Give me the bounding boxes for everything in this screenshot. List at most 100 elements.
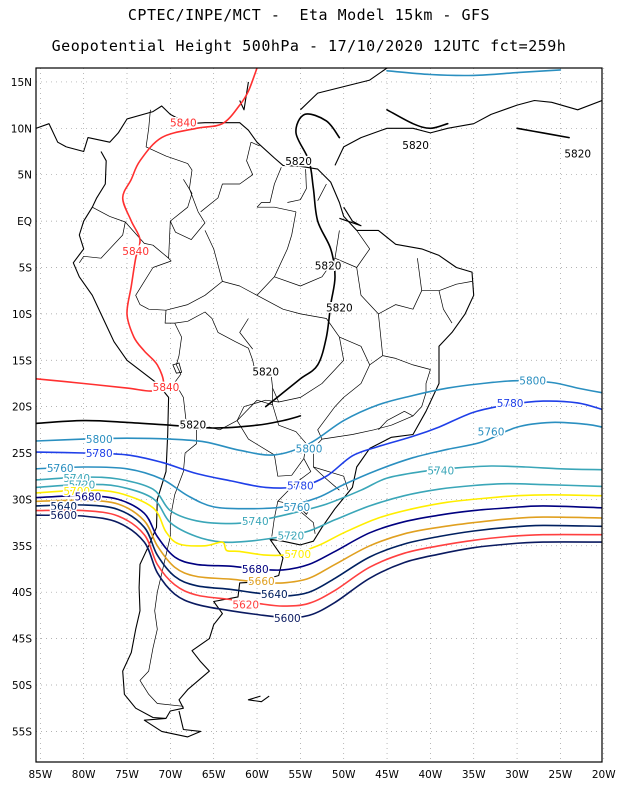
title-line-2: Geopotential Height 500hPa - 17/10/2020 …	[51, 37, 567, 55]
plot-frame	[35, 67, 603, 763]
contour-5680	[36, 494, 602, 571]
grid-lines	[36, 68, 605, 762]
coastline	[66, 105, 475, 719]
lon-tick-label: 30W	[505, 769, 529, 781]
contour-layer	[36, 68, 602, 619]
lat-tick-label: 10N	[11, 123, 32, 135]
contour-label: 5820	[564, 148, 591, 160]
contour-5640	[36, 504, 602, 597]
lat-tick-label: 15N	[11, 77, 32, 89]
political-border	[382, 355, 431, 370]
contour-5600	[36, 514, 602, 619]
contour-label: 5760	[284, 502, 311, 514]
political-border	[250, 141, 260, 147]
coastline	[36, 123, 67, 148]
geography-layer	[36, 68, 602, 738]
contour-label: 5760	[478, 427, 505, 439]
political-border	[391, 392, 427, 426]
contour-5660	[36, 499, 602, 584]
lon-tick-label: 80W	[72, 769, 96, 781]
lat-tick-label: 40S	[12, 587, 32, 599]
contour-5720	[36, 482, 602, 544]
lat-tick-label: 10S	[12, 309, 32, 321]
contour-5800	[386, 69, 562, 77]
contour-label: 5600	[274, 613, 301, 625]
political-border	[204, 230, 223, 282]
political-border	[425, 369, 431, 393]
political-border	[125, 221, 169, 259]
political-border	[271, 458, 312, 537]
lon-tick-label: 25W	[549, 769, 573, 781]
contour-label: 5800	[296, 443, 323, 455]
title-line-1: CPTEC/INPE/MCT - Eta Model 15km - GFS	[127, 6, 491, 24]
coastline	[143, 710, 202, 738]
lat-tick-label: 25S	[12, 448, 32, 460]
contour-5820	[516, 127, 570, 139]
contour-label: 5820	[285, 156, 312, 168]
lon-tick-label: 45W	[375, 769, 399, 781]
contour-5760	[36, 421, 602, 510]
contour-label: 5740	[242, 516, 269, 528]
political-border	[170, 179, 193, 222]
contour-label: 5820	[252, 366, 279, 378]
contour-5700	[36, 489, 602, 557]
contour-label: 5780	[86, 448, 113, 460]
political-border	[313, 466, 340, 491]
lat-tick-label: 15S	[12, 355, 32, 367]
contour-label: 5780	[497, 398, 524, 410]
lat-tick-label: 45S	[12, 634, 32, 646]
lon-tick-label: 35W	[462, 769, 486, 781]
political-border	[256, 167, 282, 208]
political-border	[79, 206, 126, 263]
contour-label-layer: 5840 5840 5840 5820 5820 5820 5820 5820 5820 5820…	[45, 116, 592, 626]
lat-tick-label: 30S	[12, 494, 32, 506]
contour-label: 5680	[242, 564, 269, 576]
lon-tick-label: 75W	[115, 769, 139, 781]
contour-5840	[36, 68, 258, 392]
contour-5740	[36, 465, 602, 525]
contour-label: 5820	[315, 261, 342, 273]
contour-label: 5640	[50, 501, 77, 513]
contour-5800	[36, 379, 602, 456]
political-border	[168, 211, 206, 262]
political-border	[378, 410, 414, 431]
political-border	[200, 142, 254, 213]
lat-tick-label: 35S	[12, 541, 32, 553]
lon-tick-label: 50W	[332, 769, 356, 781]
lat-tick-label: 55S	[12, 726, 32, 738]
contour-5620	[36, 509, 602, 607]
contour-label: 5780	[287, 481, 314, 493]
contour-label: 5660	[248, 576, 275, 588]
political-border	[257, 206, 297, 213]
lat-tick-label: 5N	[17, 170, 32, 182]
political-border	[287, 169, 307, 203]
political-border	[135, 260, 175, 324]
political-border	[438, 290, 453, 324]
lon-tick-label: 65W	[202, 769, 226, 781]
political-border	[378, 258, 423, 315]
lon-tick-label: 20W	[592, 769, 616, 781]
political-border	[236, 388, 273, 421]
coastline	[339, 206, 362, 227]
political-border	[339, 230, 384, 366]
contour-5820	[264, 113, 341, 408]
lon-tick-label: 60W	[245, 769, 269, 781]
coastline	[239, 81, 249, 111]
contour-5820	[36, 415, 302, 429]
contour-label: 5800	[519, 376, 546, 388]
contour-label: 5620	[232, 599, 259, 611]
contour-label: 5800	[86, 434, 113, 446]
political-border	[165, 281, 258, 311]
contour-label: 5840	[122, 246, 149, 258]
contour-label: 5820	[402, 140, 429, 152]
political-border	[239, 318, 253, 350]
lat-tick-label: EQ	[17, 216, 32, 228]
contour-label: 5760	[47, 463, 74, 475]
contour-label: 5700	[284, 549, 311, 561]
lon-tick-label: 40W	[419, 769, 443, 781]
political-border	[272, 404, 307, 445]
contour-5780	[36, 400, 602, 489]
lon-tick-label: 85W	[28, 769, 52, 781]
political-border	[317, 183, 327, 201]
